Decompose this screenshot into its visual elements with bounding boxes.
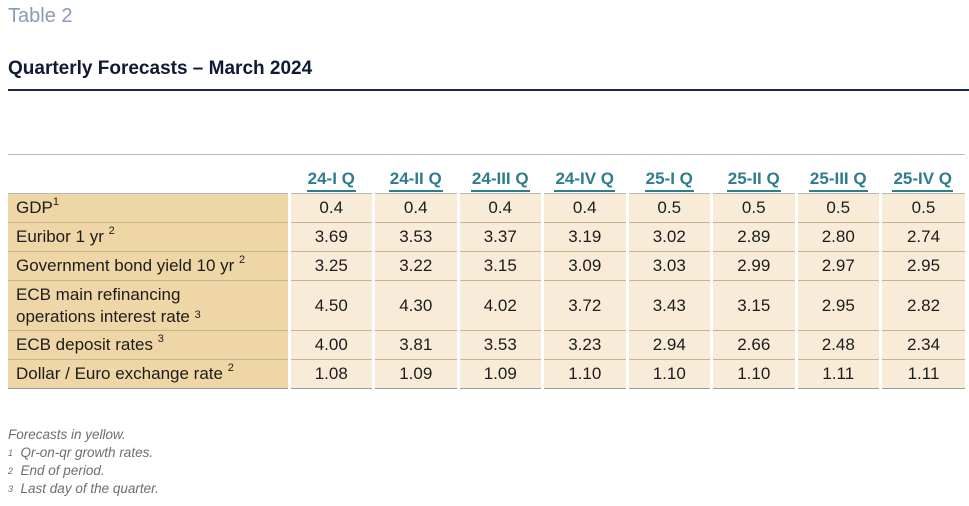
table-label: Table 2 xyxy=(8,5,73,27)
table-cell: 2.94 xyxy=(625,330,712,360)
table-cell: 2.82 xyxy=(879,280,965,331)
column-header: 24-III Q xyxy=(458,154,543,194)
footnote-marker: 1 xyxy=(52,196,59,208)
footnotes: Forecasts in yellow. 1 Qr-on-qr growth r… xyxy=(8,426,159,498)
table-cell: 3.22 xyxy=(372,251,458,281)
table-cell: 3.72 xyxy=(541,280,627,331)
table-cell: 2.97 xyxy=(794,251,881,281)
forecast-table: 24-I Q 24-II Q 24-III Q 24-IV Q 25-I Q 2… xyxy=(8,154,965,389)
page-title: Quarterly Forecasts – March 2024 xyxy=(8,58,313,79)
column-header: 24-IV Q xyxy=(542,154,627,194)
title-divider xyxy=(8,89,969,91)
header-corner xyxy=(8,154,289,194)
table-cell: 3.53 xyxy=(456,330,543,360)
table-cell: 2.99 xyxy=(710,251,796,281)
table-cell: 3.25 xyxy=(287,251,374,281)
table-cell: 3.53 xyxy=(372,222,458,252)
column-header: 25-I Q xyxy=(627,154,712,194)
table-cell: 3.19 xyxy=(541,222,627,252)
footnote-marker: 2 xyxy=(239,254,246,266)
row-label: Government bond yield 10 yr 2 xyxy=(8,251,291,281)
table-cell: 1.10 xyxy=(541,359,627,389)
table-row: GDP1 0.4 0.4 0.4 0.4 0.5 0.5 0.5 0.5 xyxy=(8,193,965,223)
table-cell: 2.74 xyxy=(879,222,965,252)
table-row: Euribor 1 yr 2 3.69 3.53 3.37 3.19 3.02 2.89 2.… xyxy=(8,222,965,252)
table-cell: 0.5 xyxy=(625,193,712,223)
row-label: Dollar / Euro exchange rate 2 xyxy=(8,359,291,389)
table-cell: 1.09 xyxy=(456,359,543,389)
table-cell: 4.50 xyxy=(287,280,374,331)
row-label: ECB main refinancing operations interest … xyxy=(8,280,291,331)
footnote-marker: 2 xyxy=(108,225,115,237)
table-cell: 3.03 xyxy=(625,251,712,281)
table-cell: 3.23 xyxy=(541,330,627,360)
table-cell: 1.08 xyxy=(287,359,374,389)
table-cell: 4.00 xyxy=(287,330,374,360)
table-cell: 3.43 xyxy=(625,280,712,331)
footnote-forecasts: Forecasts in yellow. xyxy=(8,427,126,442)
table-cell: 0.5 xyxy=(879,193,965,223)
row-label: ECB deposit rates 3 xyxy=(8,330,291,360)
column-header: 24-II Q xyxy=(373,154,458,194)
table-cell: 4.02 xyxy=(456,280,543,331)
table-cell: 3.09 xyxy=(541,251,627,281)
table-cell: 2.66 xyxy=(710,330,796,360)
table-header-row: 24-I Q 24-II Q 24-III Q 24-IV Q 25-I Q 2… xyxy=(8,154,965,194)
table-cell: 2.95 xyxy=(879,251,965,281)
table-cell: 0.4 xyxy=(541,193,627,223)
table-cell: 1.10 xyxy=(625,359,712,389)
table-cell: 3.02 xyxy=(625,222,712,252)
table-cell: 1.10 xyxy=(710,359,796,389)
table-cell: 3.15 xyxy=(710,280,796,331)
table-cell: 0.5 xyxy=(794,193,881,223)
table-row: Dollar / Euro exchange rate 2 1.08 1.09 1.0… xyxy=(8,359,965,389)
table-cell: 1.09 xyxy=(372,359,458,389)
table-cell: 3.37 xyxy=(456,222,543,252)
row-label: Euribor 1 yr 2 xyxy=(8,222,291,252)
table-cell: 2.95 xyxy=(794,280,881,331)
footnote: 3 Last day of the quarter. xyxy=(8,481,159,496)
column-header: 25-III Q xyxy=(796,154,881,194)
table-cell: 2.80 xyxy=(794,222,881,252)
table-cell: 2.48 xyxy=(794,330,881,360)
forecast-table-container: 24-I Q 24-II Q 24-III Q 24-IV Q 25-I Q 2… xyxy=(8,154,965,389)
footnote: 2 End of period. xyxy=(8,463,105,478)
table-body: GDP1 0.4 0.4 0.4 0.4 0.5 0.5 0.5 0.5 Euribor 1 yr… xyxy=(8,193,965,389)
table-cell: 0.4 xyxy=(287,193,374,223)
column-header: 24-I Q xyxy=(289,154,374,194)
row-label: GDP1 xyxy=(8,193,291,223)
footnote-marker: 3 xyxy=(194,308,201,321)
table-cell: 3.81 xyxy=(372,330,458,360)
footnote-marker: 3 xyxy=(157,333,164,345)
table-cell: 1.11 xyxy=(794,359,881,389)
table-cell: 3.69 xyxy=(287,222,374,252)
table-cell: 2.34 xyxy=(879,330,965,360)
column-header: 25-IV Q xyxy=(880,154,965,194)
table-cell: 2.89 xyxy=(710,222,796,252)
table-cell: 0.4 xyxy=(456,193,543,223)
table-row: ECB main refinancing operations interest … xyxy=(8,280,965,331)
column-header: 25-II Q xyxy=(711,154,796,194)
table-cell: 0.5 xyxy=(710,193,796,223)
table-row: Government bond yield 10 yr 2 3.25 3.22 3.1… xyxy=(8,251,965,281)
table-cell: 1.11 xyxy=(879,359,965,389)
table-cell: 0.4 xyxy=(372,193,458,223)
table-row: ECB deposit rates 3 4.00 3.81 3.53 3.23 2.94 2… xyxy=(8,330,965,360)
footnote: 1 Qr-on-qr growth rates. xyxy=(8,445,154,460)
table-cell: 4.30 xyxy=(372,280,458,331)
footnote-marker: 2 xyxy=(227,362,234,374)
table-cell: 3.15 xyxy=(456,251,543,281)
